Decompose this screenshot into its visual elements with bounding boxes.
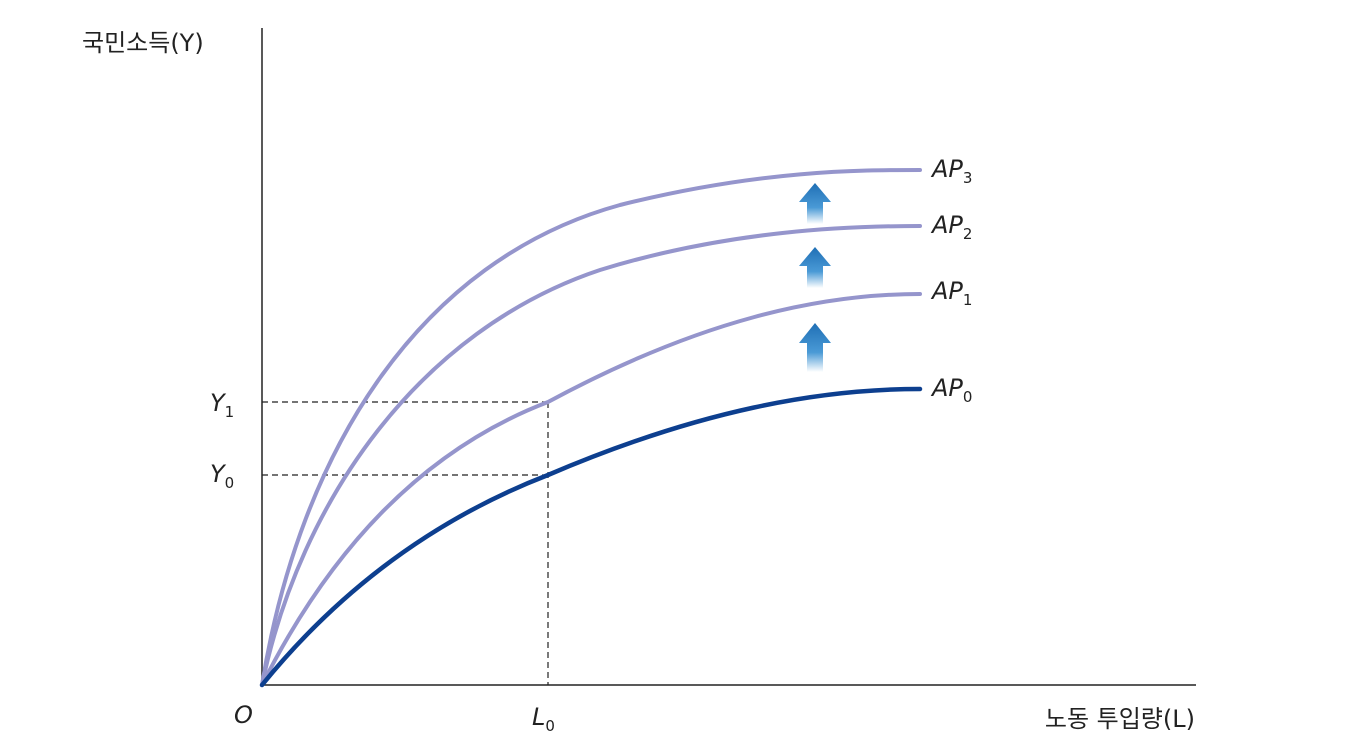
curve-label: AP3 xyxy=(930,155,972,187)
curve-label-main: AP xyxy=(930,374,963,402)
x-marker-sub: 0 xyxy=(545,717,555,735)
curve-label-sub: 0 xyxy=(963,388,973,406)
curve-label-main: AP xyxy=(930,211,963,239)
y-marker-main: Y xyxy=(210,460,227,488)
curve-label-main: AP xyxy=(930,155,963,183)
guides xyxy=(262,401,549,685)
origin-label: O xyxy=(234,701,253,729)
curve-label-sub: 1 xyxy=(963,291,973,309)
x-marker: L0 xyxy=(532,703,555,735)
curve-label: AP0 xyxy=(930,374,972,406)
curve-label: AP2 xyxy=(930,211,972,243)
arrow xyxy=(799,323,831,372)
curve-label-main: AP xyxy=(930,277,963,305)
x-marker-main: L xyxy=(532,703,545,731)
y-marker-sub: 1 xyxy=(225,403,235,421)
y-marker-sub: 0 xyxy=(225,474,235,492)
curve-ap0 xyxy=(259,386,923,688)
x-axis-label: 노동 투입량(L) xyxy=(1045,705,1195,733)
y-marker: Y1 xyxy=(210,389,234,421)
y-marker-main: Y xyxy=(210,389,227,417)
curve-label-sub: 2 xyxy=(963,225,973,243)
y-axis-label: 국민소득(Y) xyxy=(82,29,204,57)
shift-arrows xyxy=(799,183,831,372)
arrow xyxy=(799,247,831,288)
curve-ap2 xyxy=(260,224,922,687)
y-marker: Y0 xyxy=(210,460,234,492)
curves xyxy=(259,168,923,688)
curve-ap3 xyxy=(260,168,922,687)
arrow xyxy=(799,183,831,224)
curve-ap1 xyxy=(260,292,922,687)
curve-label: AP1 xyxy=(930,277,972,309)
curve-label-sub: 3 xyxy=(963,169,973,187)
